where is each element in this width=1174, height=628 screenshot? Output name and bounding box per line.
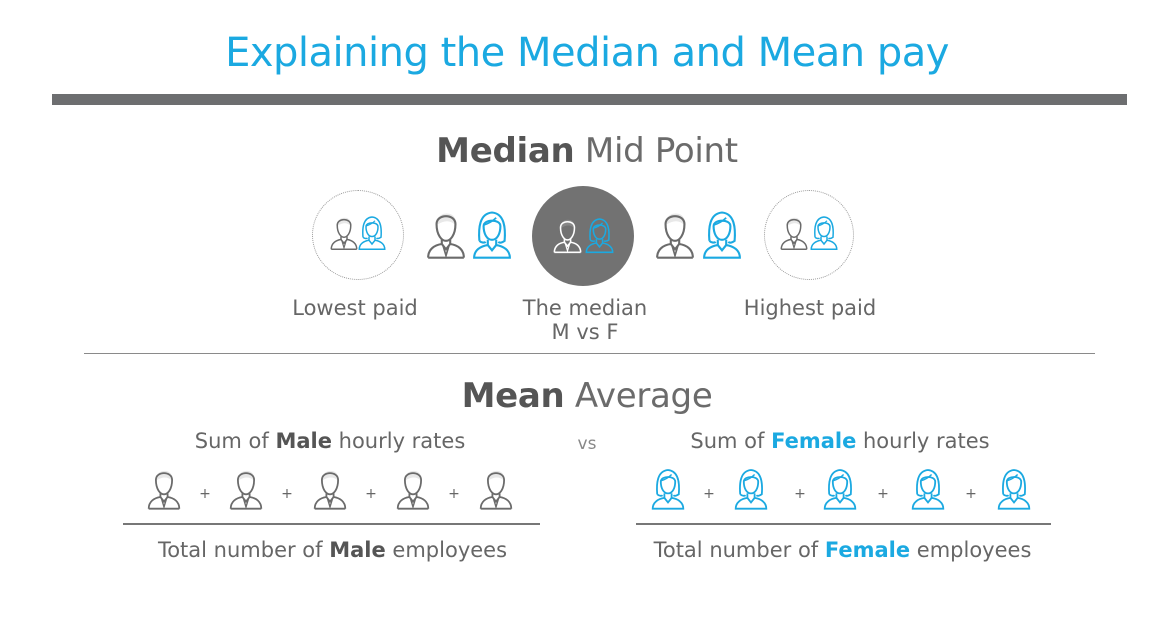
male-person-icon — [329, 213, 359, 251]
vs-label: vs — [577, 434, 597, 454]
page-title: Explaining the Median and Mean pay — [225, 30, 949, 76]
section-divider — [84, 353, 1095, 354]
female-person-icon — [357, 213, 387, 251]
male-total-bold: Male — [329, 538, 386, 562]
female-sum-bold: Female — [771, 429, 857, 453]
title-underline-bar — [52, 94, 1127, 105]
plus-sign: + — [365, 486, 377, 502]
median-circle — [532, 186, 634, 286]
male-sum-label: Sum of Male hourly rates — [120, 429, 540, 453]
female-person-icon — [910, 465, 946, 511]
male-person-icon — [146, 465, 182, 511]
male-person-icon — [552, 215, 583, 254]
highest-paid-circle — [764, 190, 854, 280]
plus-sign: + — [965, 486, 977, 502]
plus-sign: + — [281, 486, 293, 502]
female-sum-suffix: hourly rates — [856, 429, 990, 453]
male-person-icon — [425, 206, 467, 261]
female-total-prefix: Total number of — [653, 538, 825, 562]
female-person-icon — [733, 465, 769, 511]
median-heading-bold: Median — [436, 131, 575, 171]
male-person-icon — [228, 465, 264, 511]
female-sum-prefix: Sum of — [690, 429, 772, 453]
female-person-icon — [650, 465, 686, 511]
male-total-prefix: Total number of — [157, 538, 330, 562]
female-person-icon — [809, 213, 839, 251]
median-label-line1: The median — [522, 296, 648, 320]
lowest-paid-circle — [312, 190, 404, 280]
male-person-icon — [654, 206, 696, 261]
male-person-icon — [478, 465, 514, 511]
plus-sign: + — [199, 486, 211, 502]
female-person-icon — [701, 206, 743, 261]
female-total-label: Total number of Female employees — [615, 538, 1070, 562]
highest-paid-label: Highest paid — [743, 296, 877, 320]
lowest-paid-label: Lowest paid — [292, 296, 418, 320]
female-person-icon — [996, 465, 1032, 511]
male-sum-suffix: hourly rates — [331, 429, 466, 453]
male-sum-bold: Male — [275, 429, 332, 453]
mean-heading-rest: Average — [564, 376, 713, 416]
median-label-line2: M vs F — [551, 320, 619, 344]
male-total-suffix: employees — [385, 538, 508, 562]
female-person-icon — [584, 215, 615, 254]
plus-sign: + — [448, 486, 460, 502]
male-person-icon — [312, 465, 348, 511]
median-label: The median M vs F — [495, 296, 675, 344]
plus-sign: + — [703, 486, 715, 502]
female-person-icon — [471, 206, 513, 261]
female-fraction-line — [636, 523, 1051, 525]
median-heading: Median Mid Point — [0, 131, 1174, 171]
male-fraction-line — [123, 523, 540, 525]
male-sum-prefix: Sum of — [194, 429, 276, 453]
male-person-icon — [779, 213, 809, 251]
female-person-icon — [822, 465, 858, 511]
mean-heading-bold: Mean — [461, 376, 565, 416]
female-total-suffix: employees — [910, 538, 1032, 562]
mean-heading: Mean Average — [0, 376, 1174, 416]
male-person-icon — [395, 465, 431, 511]
male-total-label: Total number of Male employees — [110, 538, 555, 562]
female-sum-label: Sum of Female hourly rates — [630, 429, 1050, 453]
median-heading-rest: Mid Point — [574, 131, 738, 171]
plus-sign: + — [794, 486, 806, 502]
plus-sign: + — [877, 486, 889, 502]
female-total-bold: Female — [824, 538, 911, 562]
